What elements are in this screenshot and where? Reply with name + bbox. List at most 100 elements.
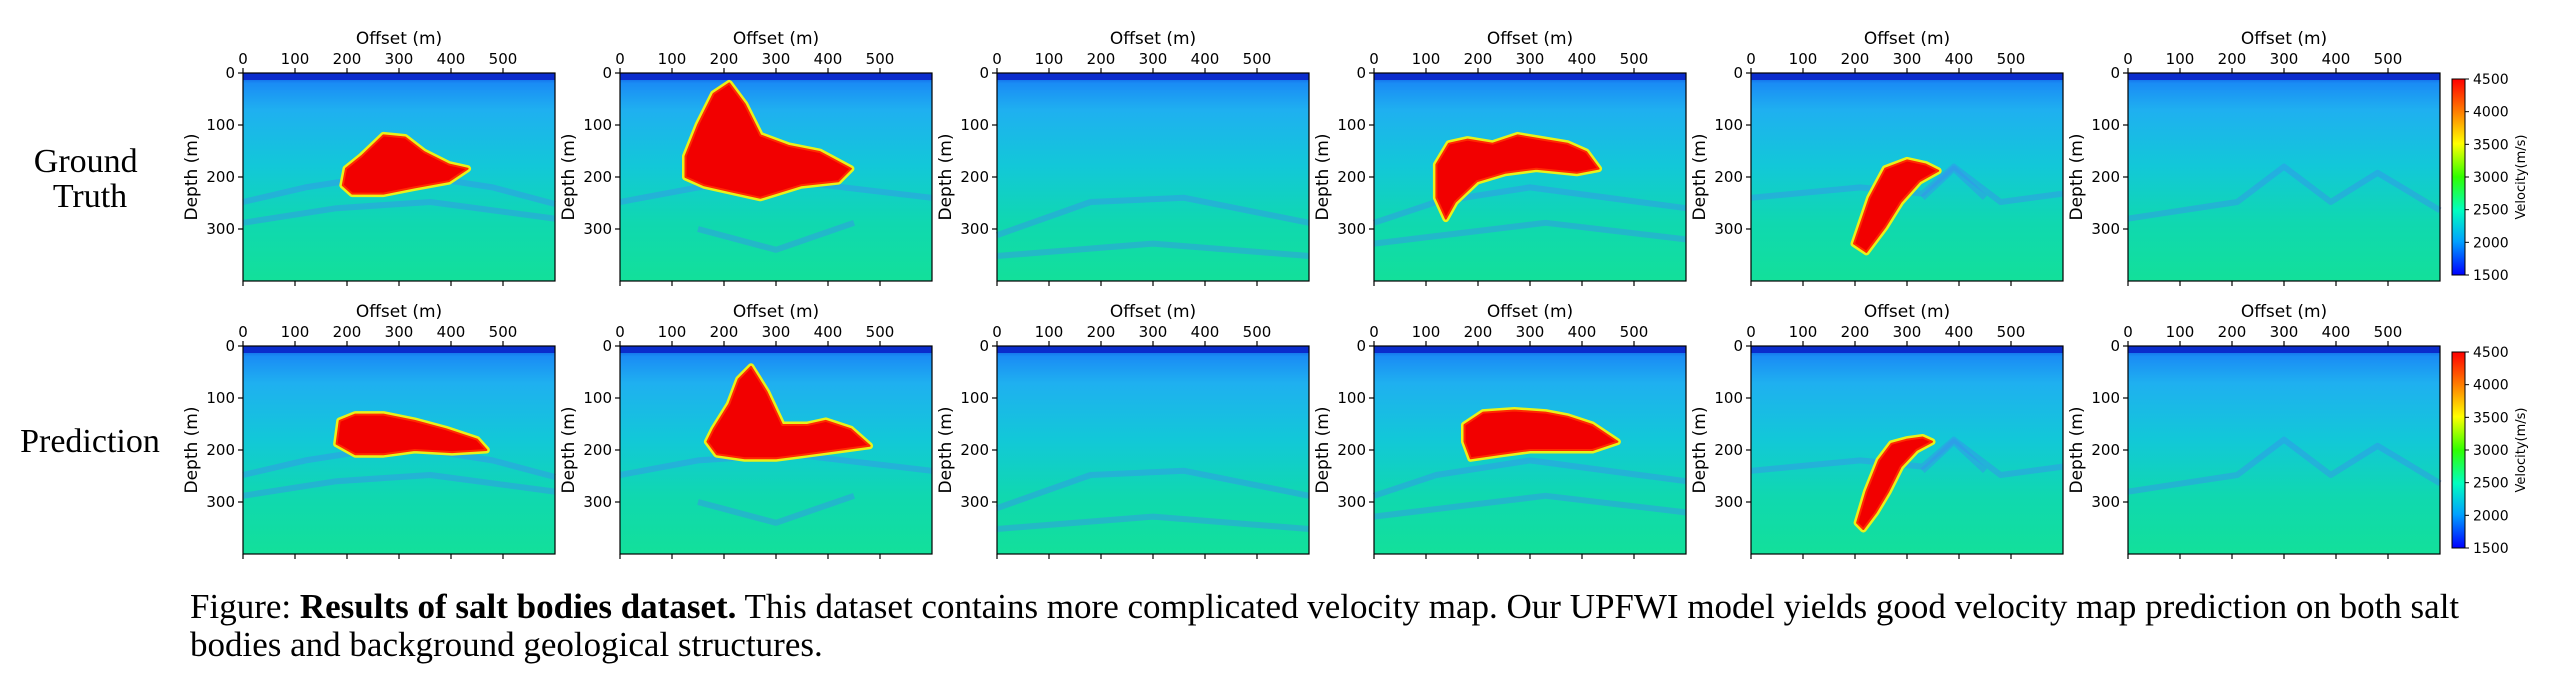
x-tick-label: 100 bbox=[1035, 323, 1064, 341]
geological-layer bbox=[996, 513, 1310, 532]
y-tick-label: 200 bbox=[960, 441, 989, 459]
x-tick-label: 100 bbox=[1789, 323, 1818, 341]
colorbar: 1500 2000 2500 3000 3500 4000 4500 Velocity(m/s… bbox=[2451, 72, 2529, 284]
y-axis-label: Depth (m) bbox=[936, 406, 956, 493]
y-tick-label: 200 bbox=[2091, 441, 2120, 459]
x-tick-label: 0 bbox=[2123, 50, 2133, 68]
y-tick-label: 200 bbox=[1337, 168, 1366, 186]
x-axis-label: Offset (m) bbox=[1487, 302, 1573, 322]
caption-prefix: Figure: bbox=[190, 587, 300, 626]
geological-layer bbox=[1373, 457, 1687, 499]
x-tick-label: 400 bbox=[1568, 323, 1597, 341]
y-tick-label: 0 bbox=[2110, 64, 2120, 82]
x-tick-label: 300 bbox=[762, 323, 791, 341]
y-tick-label: 100 bbox=[2091, 389, 2120, 407]
x-tick-label: 200 bbox=[710, 50, 739, 68]
results-figure: Ground Truth Prediction 0 100 200 300 400 500… bbox=[20, 29, 2529, 559]
row-label-prediction: Prediction bbox=[20, 423, 160, 460]
x-tick-label: 500 bbox=[1997, 323, 2026, 341]
colorbar-tick-label: 4000 bbox=[2473, 378, 2509, 394]
geological-layer bbox=[2127, 163, 2442, 222]
x-tick-label: 200 bbox=[710, 323, 739, 341]
colorbar-gradient bbox=[2451, 78, 2466, 276]
y-axis-label: Depth (m) bbox=[936, 133, 956, 220]
x-axis-label: Offset (m) bbox=[733, 29, 819, 49]
y-tick-label: 300 bbox=[1337, 493, 1366, 511]
colorbar-tick-label: 1500 bbox=[2473, 268, 2509, 284]
geological-layer bbox=[1373, 219, 1687, 247]
y-axis-label: Depth (m) bbox=[559, 406, 579, 493]
surface-band bbox=[2128, 346, 2440, 353]
velocity-background bbox=[1374, 73, 1686, 281]
y-tick-label: 0 bbox=[1356, 337, 1366, 355]
y-tick-label: 200 bbox=[583, 168, 612, 186]
x-tick-label: 200 bbox=[2218, 323, 2247, 341]
y-tick-label: 300 bbox=[206, 220, 235, 238]
x-axis-label: Offset (m) bbox=[733, 302, 819, 322]
x-tick-label: 100 bbox=[1412, 323, 1441, 341]
surface-band bbox=[620, 73, 932, 80]
x-tick-label: 300 bbox=[1516, 50, 1545, 68]
y-tick-label: 100 bbox=[583, 116, 612, 134]
x-tick-label: 100 bbox=[2166, 323, 2195, 341]
x-tick-label: 0 bbox=[1746, 50, 1756, 68]
x-tick-label: 300 bbox=[762, 50, 791, 68]
x-tick-label: 100 bbox=[658, 323, 687, 341]
y-tick-label: 200 bbox=[583, 441, 612, 459]
x-tick-label: 100 bbox=[281, 323, 310, 341]
surface-band bbox=[1751, 346, 2063, 353]
x-tick-label: 300 bbox=[1139, 323, 1168, 341]
x-tick-label: 0 bbox=[238, 50, 248, 68]
colorbar-tick-label: 2000 bbox=[2473, 235, 2509, 251]
x-tick-label: 400 bbox=[1945, 323, 1974, 341]
colorbar-tick-label: 4500 bbox=[2473, 345, 2509, 361]
y-tick-label: 0 bbox=[979, 64, 989, 82]
y-tick-label: 200 bbox=[1714, 441, 1743, 459]
surface-band bbox=[1751, 73, 2063, 80]
y-tick-label: 0 bbox=[1356, 64, 1366, 82]
x-tick-label: 0 bbox=[1369, 323, 1379, 341]
x-tick-label: 300 bbox=[385, 50, 414, 68]
x-tick-label: 300 bbox=[1893, 323, 1922, 341]
row-label-ground-truth: Ground Truth bbox=[34, 143, 146, 215]
geological-layer bbox=[995, 194, 1310, 239]
y-tick-label: 100 bbox=[1714, 116, 1743, 134]
surface-band bbox=[243, 73, 555, 80]
y-tick-label: 100 bbox=[1337, 116, 1366, 134]
velocity-background bbox=[997, 346, 1309, 554]
y-axis-label: Depth (m) bbox=[182, 133, 202, 220]
x-tick-label: 400 bbox=[1191, 50, 1220, 68]
x-tick-label: 400 bbox=[814, 323, 843, 341]
x-tick-label: 200 bbox=[1841, 323, 1870, 341]
y-axis-label: Depth (m) bbox=[1690, 133, 1710, 220]
x-tick-label: 200 bbox=[333, 323, 362, 341]
colorbar-label: Velocity(m/s) bbox=[2514, 135, 2529, 220]
salt-body bbox=[1856, 436, 1933, 530]
x-tick-label: 0 bbox=[238, 323, 248, 341]
geological-layer bbox=[996, 240, 1310, 259]
x-tick-label: 400 bbox=[814, 50, 843, 68]
y-tick-label: 100 bbox=[960, 116, 989, 134]
y-axis-label: Depth (m) bbox=[1313, 133, 1333, 220]
geological-layer bbox=[1373, 492, 1687, 520]
x-tick-label: 200 bbox=[2218, 50, 2247, 68]
surface-band bbox=[620, 346, 932, 353]
x-axis-label: Offset (m) bbox=[2241, 29, 2327, 49]
colorbar-tick-label: 2500 bbox=[2473, 203, 2509, 219]
geological-layer bbox=[697, 219, 855, 253]
x-tick-label: 100 bbox=[2166, 50, 2195, 68]
y-tick-label: 0 bbox=[979, 337, 989, 355]
x-tick-label: 500 bbox=[1997, 50, 2026, 68]
y-axis-label: Depth (m) bbox=[2067, 406, 2087, 493]
x-axis-label: Offset (m) bbox=[1487, 29, 1573, 49]
